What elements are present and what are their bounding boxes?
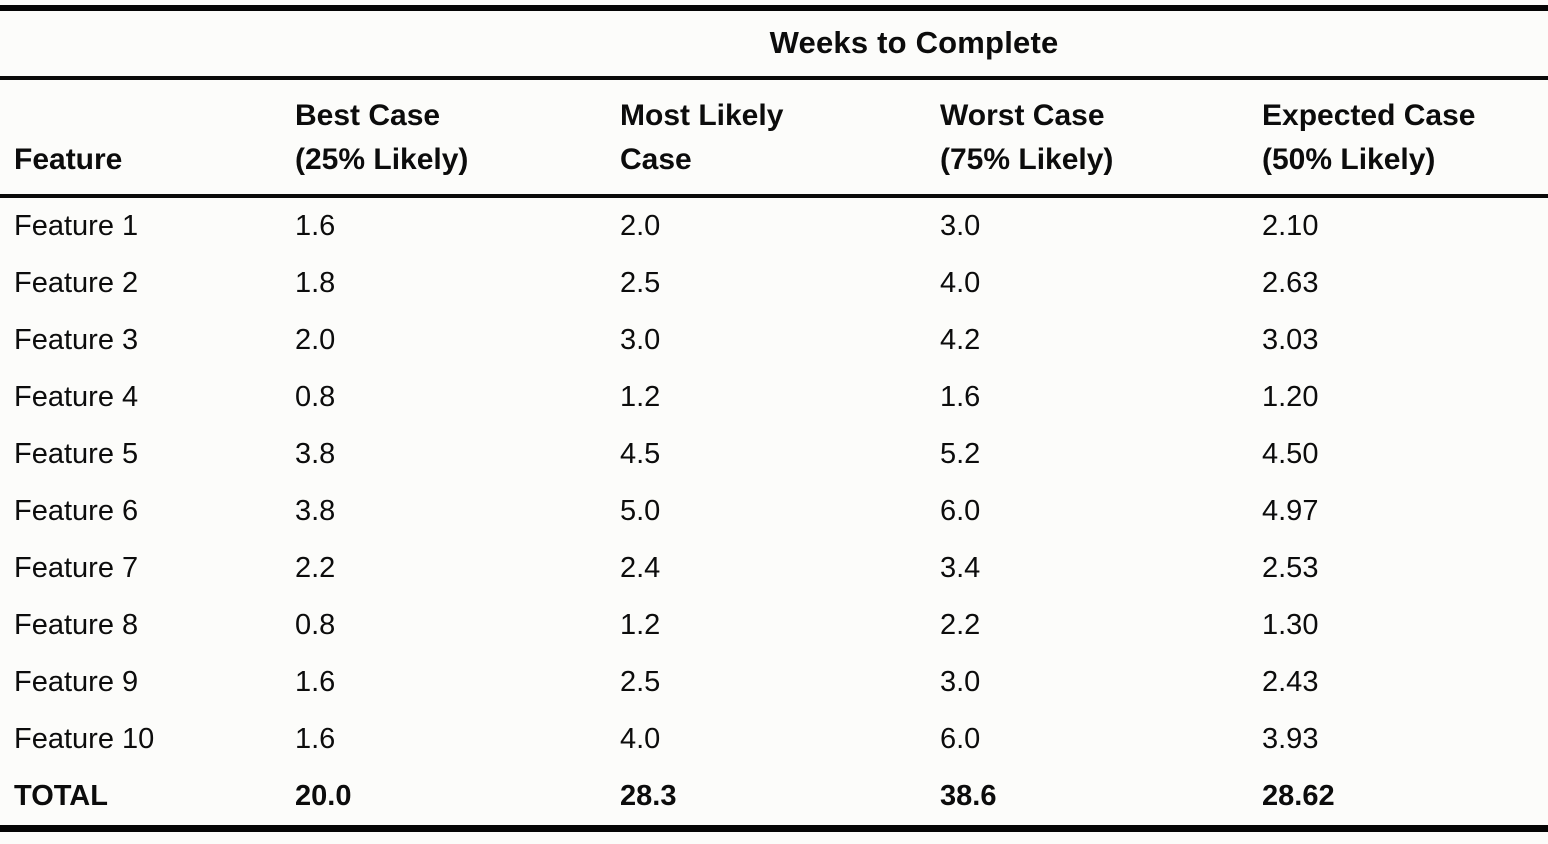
most-likely-cell: 1.2 [620,381,661,413]
column-header-line2: (75% Likely) [940,143,1114,176]
feature-name-cell: Feature 6 [14,495,139,527]
worst-case-cell: 1.6 [940,381,981,413]
best-case-cell: 0.8 [295,381,336,413]
column-header-line1: Best Case [295,99,441,132]
feature-name-cell: Feature 3 [14,324,139,356]
feature-name-cell: Feature 4 [14,381,139,413]
worst-case-cell: 2.2 [940,609,981,641]
column-header-line1: Most Likely [620,99,784,132]
total-label-cell: TOTAL [14,780,108,812]
expected-case-cell: 2.63 [1262,267,1319,299]
expected-case-cell: 2.53 [1262,552,1319,584]
column-header-worst-case: Worst Case (75% Likely) [925,78,1247,198]
table-spanner-row: Weeks to Complete [0,8,1548,80]
expected-case-cell: 4.97 [1262,495,1319,527]
worst-case-cell: 6.0 [940,723,981,755]
most-likely-cell: 1.2 [620,609,661,641]
best-case-cell: 1.6 [295,666,336,698]
table-row: Feature 7 2.2 2.4 3.4 2.53 [0,540,1548,597]
expected-case-cell: 3.03 [1262,324,1319,356]
best-case-cell: 2.0 [295,324,336,356]
feature-name-cell: Feature 7 [14,552,139,584]
table-row: Feature 6 3.8 5.0 6.0 4.97 [0,483,1548,540]
worst-case-cell: 6.0 [940,495,981,527]
best-case-cell: 2.2 [295,552,336,584]
table-row: Feature 1 1.6 2.0 3.0 2.10 [0,196,1548,255]
best-case-cell: 3.8 [295,495,336,527]
expected-case-cell: 2.10 [1262,210,1319,242]
column-header-line2: Feature [14,143,123,176]
table-row: Feature 4 0.8 1.2 1.6 1.20 [0,369,1548,426]
column-header-line2: (25% Likely) [295,143,469,176]
table-row: Feature 2 1.8 2.5 4.0 2.63 [0,255,1548,312]
feature-name-cell: Feature 5 [14,438,139,470]
table-row: Feature 8 0.8 1.2 2.2 1.30 [0,597,1548,654]
most-likely-cell: 2.5 [620,267,661,299]
worst-case-cell: 4.0 [940,267,981,299]
spanner-cell: Weeks to Complete [280,8,1548,80]
most-likely-cell: 4.5 [620,438,661,470]
column-header-feature: Feature [0,78,280,198]
estimation-table: Weeks to Complete Feature Best Case (25%… [0,5,1548,832]
best-case-cell: 1.6 [295,723,336,755]
most-likely-cell: 5.0 [620,495,661,527]
column-header-line2: Case [620,143,692,176]
feature-name-cell: Feature 9 [14,666,139,698]
worst-case-cell: 3.0 [940,210,981,242]
total-most-likely-cell: 28.3 [620,780,677,812]
total-worst-case-cell: 38.6 [940,780,997,812]
expected-case-cell: 2.43 [1262,666,1319,698]
column-header-most-likely: Most Likely Case [605,78,925,198]
feature-name-cell: Feature 1 [14,210,139,242]
expected-case-cell: 1.20 [1262,381,1319,413]
most-likely-cell: 2.5 [620,666,661,698]
expected-case-cell: 1.30 [1262,609,1319,641]
table-spanner-title: Weeks to Complete [769,25,1059,60]
most-likely-cell: 3.0 [620,324,661,356]
worst-case-cell: 4.2 [940,324,981,356]
column-header-line1: Worst Case [940,99,1105,132]
most-likely-cell: 2.4 [620,552,661,584]
feature-name-cell: Feature 10 [14,723,155,755]
best-case-cell: 3.8 [295,438,336,470]
table-row: Feature 10 1.6 4.0 6.0 3.93 [0,711,1548,768]
column-header-line1: Expected Case [1262,99,1476,132]
table-row: Feature 5 3.8 4.5 5.2 4.50 [0,426,1548,483]
table-row: Feature 3 2.0 3.0 4.2 3.03 [0,312,1548,369]
expected-case-cell: 4.50 [1262,438,1319,470]
column-header-expected-case: Expected Case (50% Likely) [1247,78,1548,198]
feature-name-cell: Feature 8 [14,609,139,641]
table-header-row: Feature Best Case (25% Likely) Most Like… [0,78,1548,198]
table-total-row: TOTAL 20.0 28.3 38.6 28.62 [0,768,1548,829]
best-case-cell: 1.6 [295,210,336,242]
worst-case-cell: 3.4 [940,552,981,584]
worst-case-cell: 5.2 [940,438,981,470]
most-likely-cell: 2.0 [620,210,661,242]
most-likely-cell: 4.0 [620,723,661,755]
column-header-best-case: Best Case (25% Likely) [280,78,605,198]
feature-name-cell: Feature 2 [14,267,139,299]
best-case-cell: 0.8 [295,609,336,641]
total-expected-case-cell: 28.62 [1262,780,1335,812]
worst-case-cell: 3.0 [940,666,981,698]
total-best-case-cell: 20.0 [295,780,352,812]
spanner-spacer-cell [0,8,280,80]
expected-case-cell: 3.93 [1262,723,1319,755]
table-row: Feature 9 1.6 2.5 3.0 2.43 [0,654,1548,711]
best-case-cell: 1.8 [295,267,336,299]
column-header-line2: (50% Likely) [1262,143,1436,176]
